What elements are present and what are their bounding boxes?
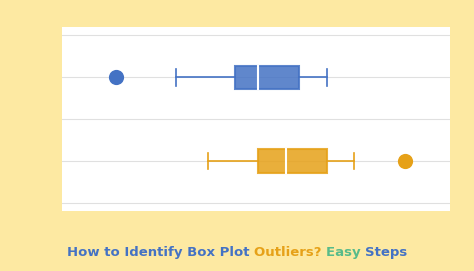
Point [113, 75, 120, 79]
Text: How to Identify Box Plot: How to Identify Box Plot [67, 246, 254, 259]
Point [401, 159, 409, 163]
Text: Outliers?: Outliers? [254, 246, 326, 259]
Bar [236, 66, 300, 89]
Bar [258, 149, 327, 173]
Text: Steps: Steps [365, 246, 407, 259]
Text: Easy: Easy [326, 246, 365, 259]
